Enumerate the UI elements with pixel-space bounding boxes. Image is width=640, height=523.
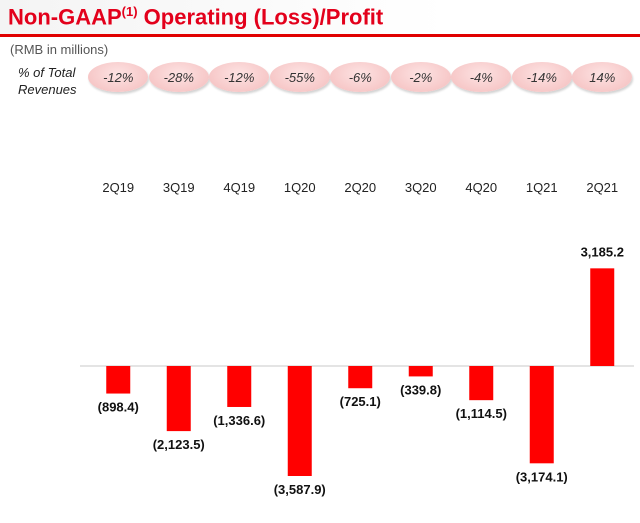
bar-2q19 — [106, 366, 131, 394]
title-bar — [0, 0, 640, 37]
bar-2q21 — [590, 268, 615, 366]
page-title: Non-GAAP(1) Operating (Loss)/Profit — [8, 4, 383, 30]
category-label: 2Q19 — [102, 180, 134, 195]
category-label: 3Q20 — [405, 180, 437, 195]
pct-pill-4q20: -4% — [451, 62, 512, 92]
bar-1q20 — [287, 366, 312, 476]
bar-3q20 — [408, 366, 433, 377]
category-label: 2Q21 — [586, 180, 618, 195]
pct-label-line2: Revenues — [18, 82, 77, 97]
bar-3q19 — [166, 366, 191, 432]
value-label: (1,336.6) — [213, 413, 265, 428]
value-label: (3,587.9) — [274, 482, 326, 497]
pct-pill-4q19: -12% — [209, 62, 270, 92]
title-main: Non-GAAP — [8, 4, 122, 30]
pct-pill-1q21: -14% — [511, 62, 572, 92]
value-label: (3,174.1) — [516, 469, 568, 484]
value-label: 3,185.2 — [581, 244, 624, 259]
bar-2q20 — [348, 366, 373, 389]
category-label: 4Q19 — [223, 180, 255, 195]
pct-revenues-label: % of Total Revenues — [18, 64, 77, 98]
units-subtitle: (RMB in millions) — [10, 42, 109, 57]
category-label: 3Q19 — [163, 180, 195, 195]
pct-label-line1: % of Total — [18, 65, 76, 80]
category-label: 1Q20 — [284, 180, 316, 195]
pct-pill-2q20: -6% — [330, 62, 391, 92]
value-label: (2,123.5) — [153, 437, 205, 452]
pct-pill-2q19: -12% — [88, 62, 149, 92]
value-label: (1,114.5) — [456, 406, 507, 421]
title-rest: Operating (Loss)/Profit — [137, 4, 384, 30]
category-label: 1Q21 — [526, 180, 558, 195]
bar-4q19 — [227, 366, 252, 407]
category-label: 2Q20 — [344, 180, 376, 195]
category-label: 4Q20 — [465, 180, 497, 195]
value-label: (898.4) — [98, 400, 139, 415]
bar-4q20 — [469, 366, 494, 401]
pct-pill-2q21: 14% — [572, 62, 633, 92]
bar-1q21 — [529, 366, 554, 464]
pct-pill-1q20: -55% — [269, 62, 330, 92]
pct-pill-3q19: -28% — [148, 62, 209, 92]
value-label: (339.8) — [400, 382, 441, 397]
pct-pill-3q20: -2% — [390, 62, 451, 92]
title-footnote: (1) — [121, 4, 138, 19]
value-label: (725.1) — [340, 394, 381, 409]
